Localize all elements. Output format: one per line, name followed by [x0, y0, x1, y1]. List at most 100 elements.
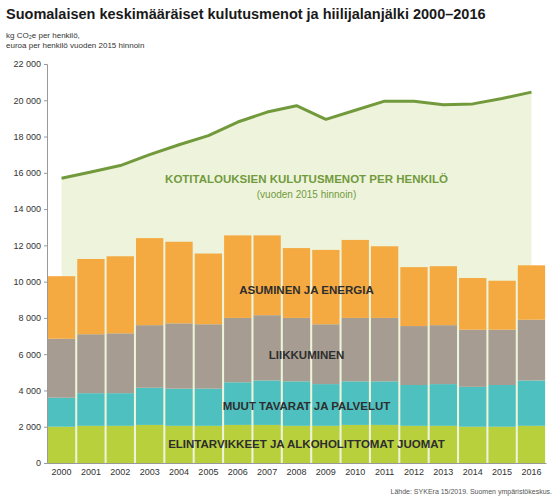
y-tick-label: 18 000: [13, 132, 41, 142]
y-tick: 22 000: [13, 59, 47, 69]
x-tick: 2014: [463, 463, 483, 477]
series-label: LIIKKUMINEN: [269, 349, 344, 361]
x-tick-label: 2015: [492, 467, 512, 477]
x-tick-label: 2003: [140, 467, 160, 477]
bar-segment: [518, 320, 545, 381]
x-tick-label: 2006: [228, 467, 248, 477]
x-tick: 2010: [345, 463, 365, 477]
y-tick-mark: [44, 354, 47, 355]
y-tick: 6 000: [18, 350, 47, 360]
x-tick: 2001: [81, 463, 101, 477]
y-tick: 18 000: [13, 132, 47, 142]
y-axis-line: [44, 65, 48, 464]
bar-segment: [48, 398, 75, 427]
y-tick: 12 000: [13, 241, 47, 251]
bar-segment: [77, 393, 104, 426]
x-tick-label: 2011: [375, 467, 394, 477]
bar-segment: [136, 425, 163, 463]
x-tick: 2005: [198, 463, 218, 477]
y-tick-label: 10 000: [13, 277, 41, 287]
bar-segment: [165, 242, 192, 324]
bar-segment: [400, 267, 427, 326]
x-tick: 2003: [140, 463, 160, 477]
x-tick: 2006: [228, 463, 248, 477]
x-tick-label: 2001: [81, 467, 101, 477]
annotation: (vuoden 2015 hinnoin): [257, 189, 357, 200]
bar-segment: [488, 427, 515, 463]
bar-segment: [459, 387, 486, 427]
title: Suomalaisen keskimääräiset kulutusmenot …: [6, 6, 486, 22]
bar-segment: [165, 323, 192, 388]
bar-segment: [107, 393, 134, 426]
bar-segment: [48, 427, 75, 463]
x-tick: 2008: [286, 463, 306, 477]
x-tick: 2013: [433, 463, 453, 477]
plot-area: [48, 92, 545, 463]
y-tick-mark: [44, 282, 47, 283]
bar-segment: [253, 315, 280, 380]
y-axis-title: kg CO₂e per henkilö,: [6, 31, 80, 40]
bar-segment: [459, 330, 486, 387]
y-tick-label: 20 000: [13, 96, 41, 106]
x-tick-label: 2009: [316, 467, 336, 477]
bar-segment: [195, 254, 222, 325]
source: Lähde: SYKEra 15/2019. Suomen ympäristök…: [391, 488, 553, 496]
y-tick-label: 22 000: [13, 59, 41, 69]
bar-segment: [518, 265, 545, 319]
bar-segment: [136, 238, 163, 325]
y-tick-label: 0: [36, 458, 41, 468]
x-tick-label: 2013: [433, 467, 453, 477]
bar-segment: [459, 427, 486, 463]
y-tick: 16 000: [13, 168, 47, 178]
x-tick: 2011: [375, 463, 394, 477]
x-tick-label: 2016: [521, 467, 541, 477]
x-tick-label: 2004: [169, 467, 189, 477]
x-tick-label: 2008: [286, 467, 306, 477]
bar-segment: [430, 266, 457, 325]
bar-segment: [48, 276, 75, 339]
y-tick-mark: [44, 100, 47, 101]
x-tick: 2012: [404, 463, 424, 477]
x-tick: 2002: [110, 463, 130, 477]
bar-segment: [459, 278, 486, 330]
bar-segment: [371, 318, 398, 381]
bar-segment: [77, 259, 104, 334]
y-tick-mark: [44, 390, 47, 391]
x-axis: 2000200120022003200420052006200720082009…: [48, 463, 547, 477]
bar-segment: [107, 426, 134, 463]
y-tick: 2 000: [18, 422, 47, 432]
bar-segment: [165, 389, 192, 426]
y-tick-mark: [44, 427, 47, 428]
x-tick: 2000: [52, 463, 72, 477]
bar-segment: [371, 246, 398, 318]
x-tick: 2009: [316, 463, 336, 477]
y-tick-label: 8 000: [18, 313, 41, 323]
bar-segment: [488, 281, 515, 330]
bar-segment: [518, 380, 545, 425]
y-tick-label: 6 000: [18, 350, 41, 360]
x-tick: 2015: [492, 463, 512, 477]
bar-segment: [107, 256, 134, 333]
x-tick-label: 2012: [404, 467, 424, 477]
bar-segment: [77, 426, 104, 463]
bar-segment: [195, 324, 222, 388]
y-tick-mark: [44, 173, 47, 174]
y-tick: 4 000: [18, 386, 47, 396]
y-tick: 0: [36, 458, 47, 468]
y-tick-mark: [44, 137, 47, 138]
bar-segment: [518, 426, 545, 463]
x-tick-label: 2010: [345, 467, 365, 477]
series-label: ASUMINEN JA ENERGIA: [239, 284, 373, 296]
bar-segment: [342, 318, 369, 381]
bar-segment: [224, 235, 251, 318]
y-tick-label: 12 000: [13, 241, 41, 251]
y-tick-mark: [44, 318, 47, 319]
x-tick-label: 2005: [198, 467, 218, 477]
y-tick-label: 2 000: [18, 422, 41, 432]
x-tick: 2004: [169, 463, 189, 477]
bar-segment: [488, 385, 515, 427]
bar-segment: [342, 240, 369, 318]
y-tick-label: 4 000: [18, 386, 41, 396]
x-axis-line: [48, 463, 547, 464]
series-label: MUUT TAVARAT JA PALVELUT: [223, 400, 391, 412]
